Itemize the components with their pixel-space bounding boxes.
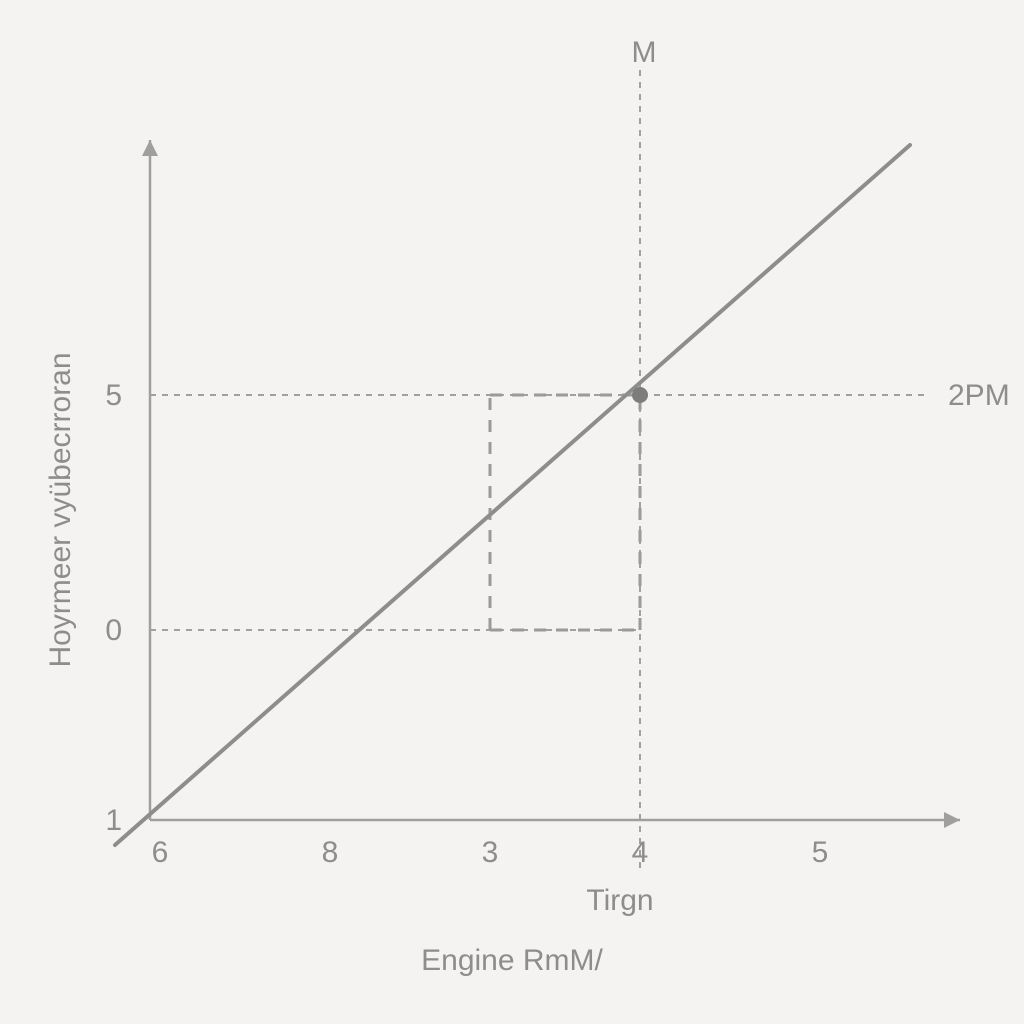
- x-tick-label: 6: [152, 836, 169, 869]
- x-tick-label: 3: [482, 836, 499, 869]
- right-2pm-label: 2PM: [948, 379, 1010, 412]
- y-tick-label: 5: [105, 379, 122, 412]
- line-chart: 6 8 3 4 5 1 0 5 Hoyrmeer vyübecrroran Engine RmM/…: [0, 0, 1024, 1024]
- x-secondary-label: Tirgn: [586, 884, 653, 917]
- x-tick-label: 5: [812, 836, 829, 869]
- y-tick-label: 1: [105, 804, 122, 837]
- y-tick-label: 0: [105, 614, 122, 647]
- top-m-label: M: [632, 36, 657, 69]
- x-tick-label: 4: [632, 836, 649, 869]
- x-tick-label: 8: [322, 836, 339, 869]
- y-axis-title: Hoyrmeer vyübecrroran: [44, 352, 77, 667]
- intersection-point: [632, 387, 648, 403]
- x-axis-title: Engine RmM/: [421, 944, 603, 977]
